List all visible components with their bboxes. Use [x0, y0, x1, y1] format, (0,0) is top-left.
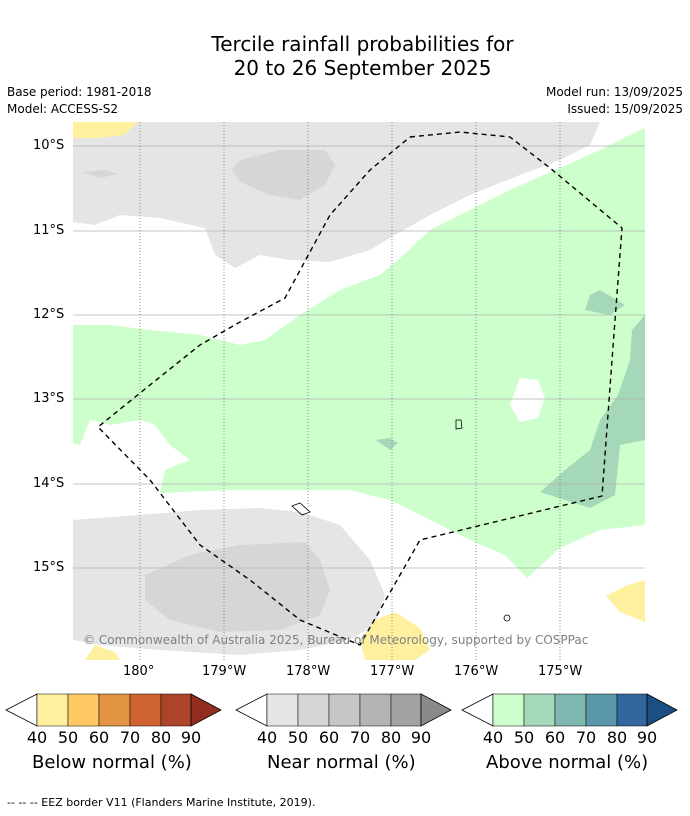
lon-label-176w: 176°W [454, 664, 499, 679]
lat-label-11s: 11°S [33, 223, 65, 238]
near-normal-50-north [232, 150, 335, 200]
below-normal-colorbar [5, 693, 222, 727]
copyright-notice: © Commonwealth of Australia 2025, Bureau… [83, 633, 589, 647]
lon-label-179w: 179°W [202, 664, 247, 679]
below-normal-region-se [606, 580, 645, 622]
lat-label-12s: 12°S [33, 307, 65, 322]
model-run: Model run: 13/09/2025 [545, 85, 683, 99]
near-normal-region-north [73, 122, 600, 268]
meta-left: Base period: 1981-2018 Model: ACCESS-S2 [7, 84, 152, 118]
lon-label-177w: 177°W [370, 664, 415, 679]
below-normal-title: Below normal (%) [32, 752, 192, 773]
title-line-2: 20 to 26 September 2025 [233, 56, 492, 80]
meta-right: Model run: 13/09/2025 Issued: 15/09/2025 [546, 84, 683, 118]
lat-label-10s: 10°S [33, 138, 65, 153]
above-normal-50-region [540, 315, 645, 508]
lon-label-178w: 178°W [286, 664, 331, 679]
model-name: Model: ACCESS-S2 [7, 102, 119, 116]
below-normal-region-nw [73, 122, 138, 138]
near-normal-title: Near normal (%) [267, 752, 416, 773]
above-normal-region [73, 128, 645, 578]
lon-label-175w: 175°W [538, 664, 583, 679]
near-normal-colorbar [235, 693, 452, 727]
above-normal-title: Above normal (%) [486, 752, 649, 773]
above-normal-colorbar [461, 693, 678, 727]
lon-label-180: 180° [123, 664, 155, 679]
near-normal-50-south [145, 542, 330, 632]
lat-label-13s: 13°S [33, 391, 65, 406]
lat-label-14s: 14°S [33, 476, 65, 491]
eez-border [96, 131, 623, 646]
below-normal-region-s [360, 612, 430, 660]
map-title: Tercile rainfall probabilities for 20 to… [0, 32, 690, 80]
island [455, 419, 463, 430]
base-period: Base period: 1981-2018 [7, 85, 152, 99]
title-line-1: Tercile rainfall probabilities for [211, 32, 514, 56]
eez-footnote: -- -- -- EEZ border V11 (Flanders Marine… [7, 796, 316, 809]
issued-date: Issued: 15/09/2025 [567, 102, 683, 116]
lat-label-15s: 15°S [33, 560, 65, 575]
probability-map [73, 122, 645, 660]
